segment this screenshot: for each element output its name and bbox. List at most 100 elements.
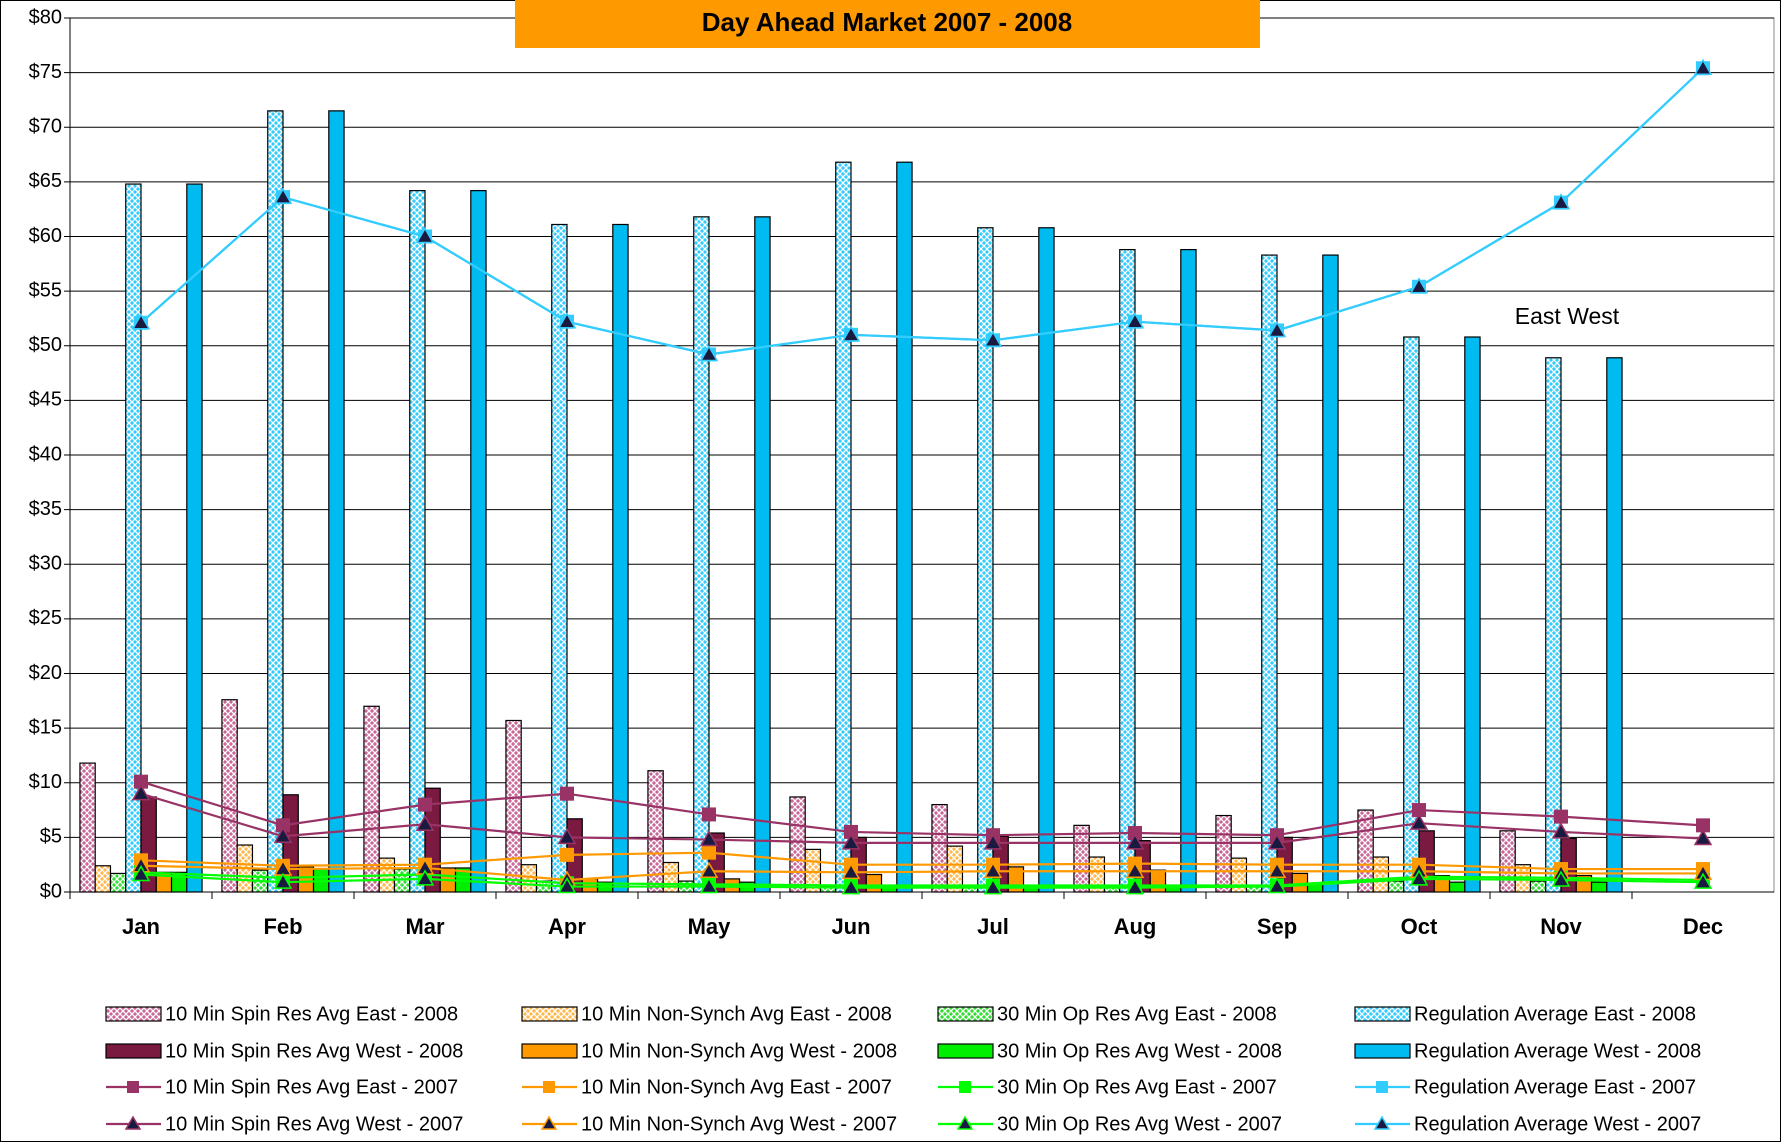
bar	[896, 161, 913, 893]
bar	[612, 223, 629, 893]
line-marker	[134, 774, 148, 789]
legend-label: Regulation Average East - 2007	[1414, 1076, 1696, 1098]
x-tick-label: Oct	[1401, 914, 1438, 939]
line-marker	[418, 797, 432, 812]
bar	[267, 110, 284, 893]
line-marker	[983, 330, 1003, 348]
line-marker	[560, 786, 574, 801]
line-marker	[1551, 193, 1571, 210]
bar	[1180, 249, 1197, 893]
annotation: East West	[1515, 303, 1620, 329]
bar	[1215, 814, 1232, 893]
line-marker	[983, 861, 1003, 878]
legend-marker	[540, 1115, 558, 1130]
plot-area	[64, 17, 1775, 899]
legend-marker	[1376, 1081, 1388, 1093]
x-tick-label: Nov	[1540, 914, 1582, 939]
line	[140, 780, 1704, 837]
line-marker	[1125, 878, 1145, 895]
bar	[1322, 254, 1339, 893]
bar	[1590, 881, 1608, 893]
line-marker	[1409, 277, 1429, 294]
bar	[1088, 856, 1106, 893]
legend-label: 10 Min Non-Synch Avg East - 2008	[581, 1003, 892, 1025]
bar	[1119, 249, 1136, 893]
y-tick-label: $30	[29, 553, 62, 575]
x-tick-label: Jun	[831, 914, 870, 939]
line	[140, 873, 1704, 889]
line	[140, 67, 1704, 356]
line-marker	[844, 824, 858, 839]
legend-label: 30 Min Op Res Avg East - 2007	[997, 1076, 1277, 1098]
legend-label: 10 Min Spin Res Avg East - 2007	[165, 1076, 458, 1098]
bar	[835, 161, 852, 893]
line-marker	[1409, 813, 1429, 830]
bar	[297, 866, 315, 893]
line-marker	[1267, 320, 1287, 338]
line-marker	[1696, 818, 1710, 833]
line-marker	[276, 818, 290, 833]
legend-label: Regulation Average West - 2008	[1414, 1040, 1701, 1062]
bar	[1403, 336, 1420, 893]
legend-label: 10 Min Spin Res Avg East - 2008	[165, 1003, 458, 1025]
line-marker	[699, 877, 719, 894]
x-tick-label: Aug	[1114, 914, 1157, 939]
line-marker	[557, 877, 577, 894]
legend-swatch	[105, 1006, 162, 1022]
y-tick-label: $70	[29, 116, 62, 138]
bar	[931, 803, 948, 893]
bar	[1230, 857, 1248, 893]
bar	[186, 183, 203, 893]
line-marker	[1409, 869, 1429, 886]
y-tick-label: $75	[29, 61, 62, 83]
bar	[363, 705, 380, 893]
title-box	[515, 0, 1260, 48]
line-marker	[1128, 826, 1142, 841]
legend-swatch	[521, 1006, 578, 1022]
bar	[1372, 856, 1390, 893]
bar	[1545, 357, 1562, 893]
line-marker	[1693, 872, 1713, 889]
line-marker	[557, 312, 577, 329]
line	[140, 851, 1703, 871]
line-marker	[1125, 833, 1145, 850]
bar	[1073, 824, 1090, 893]
line-marker	[1412, 803, 1426, 818]
line-marker	[699, 830, 719, 847]
line-marker	[983, 833, 1003, 850]
x-tick-label: Apr	[548, 914, 586, 939]
x-tick-label: May	[688, 914, 732, 939]
line-marker	[1693, 828, 1713, 846]
line-marker	[415, 869, 435, 886]
legend-swatch	[521, 1043, 578, 1059]
legend-swatch	[1354, 1006, 1411, 1022]
line	[140, 864, 1703, 882]
bar	[328, 110, 345, 893]
line-marker	[273, 187, 293, 204]
y-tick-label: $55	[29, 279, 62, 301]
line-marker	[273, 872, 293, 889]
line	[140, 871, 1704, 887]
line-marker	[1125, 312, 1145, 329]
y-tick-label: $5	[40, 826, 62, 848]
legend-swatch	[105, 1043, 162, 1059]
legend-marker	[124, 1115, 142, 1130]
y-tick-label: $40	[29, 443, 62, 465]
line-marker	[1551, 822, 1571, 839]
bar	[946, 845, 964, 893]
legend-swatch	[937, 1043, 994, 1059]
bar	[1448, 881, 1466, 893]
line	[140, 792, 1704, 844]
line-marker	[557, 827, 577, 845]
bar	[754, 216, 771, 893]
bar	[647, 770, 664, 893]
bar	[109, 872, 127, 893]
line-marker	[983, 878, 1003, 895]
bar	[125, 183, 142, 893]
bar	[1499, 830, 1516, 893]
line-marker	[1551, 870, 1571, 887]
bar	[1038, 227, 1055, 893]
line-marker	[560, 847, 574, 862]
bar	[409, 190, 426, 893]
line-marker	[1125, 861, 1145, 878]
